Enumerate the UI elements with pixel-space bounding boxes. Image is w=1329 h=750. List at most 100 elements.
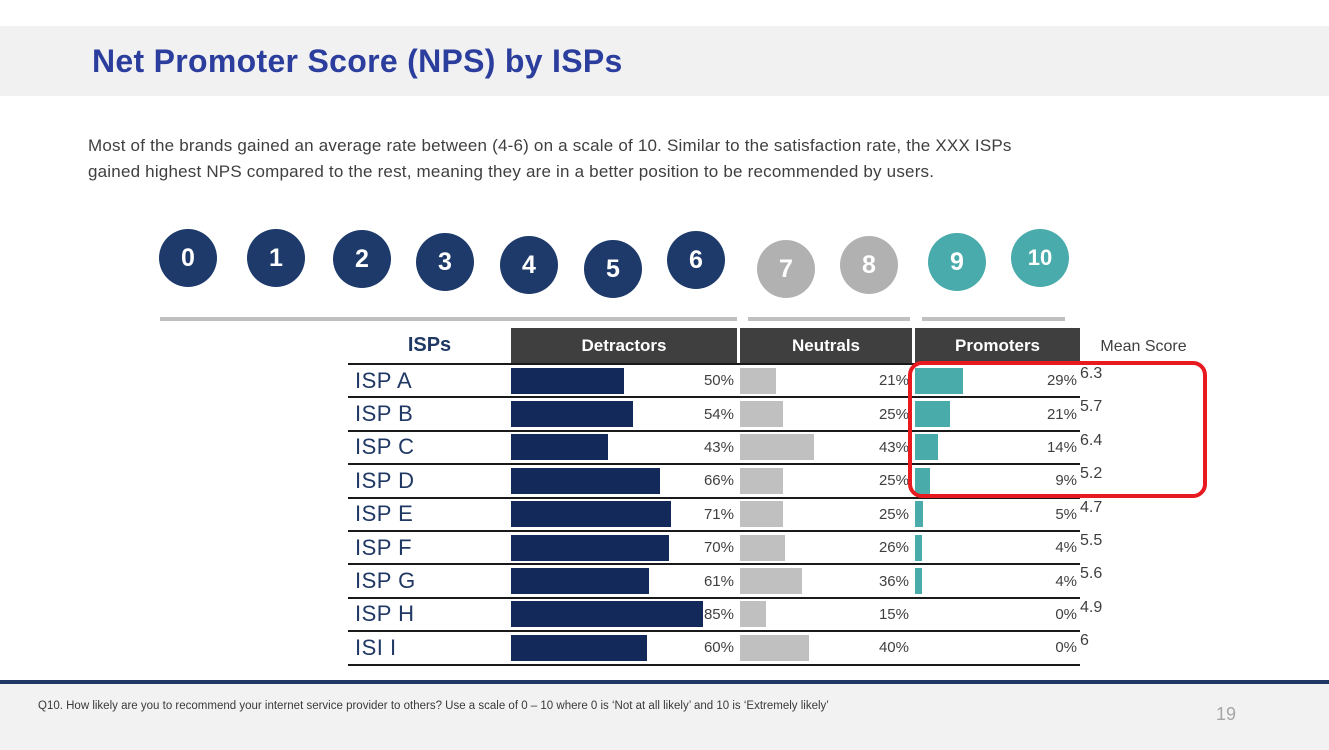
promoters-bar xyxy=(915,534,922,561)
promoters-value: 4% xyxy=(1055,572,1077,590)
table-row: ISP B 54% 25% 21% 5.7 xyxy=(348,398,1207,432)
neutrals-value: 25% xyxy=(878,405,909,423)
promoters-value: 29% xyxy=(1046,372,1077,390)
scale-circle-9: 9 xyxy=(928,233,986,291)
scale-circle-2: 2 xyxy=(333,230,391,288)
promoters-bar xyxy=(915,367,963,394)
isp-label: ISP E xyxy=(355,501,414,527)
table-row: ISP H 85% 15% 0% 4.9 xyxy=(348,599,1207,633)
neutrals-bar xyxy=(740,434,814,461)
neutrals-bar xyxy=(740,467,783,494)
neutrals-bar xyxy=(740,501,783,528)
scale-circle-8: 8 xyxy=(840,236,898,294)
scale-circle-label: 1 xyxy=(269,243,283,272)
header-mean-score: Mean Score xyxy=(1100,337,1187,355)
detractors-bar xyxy=(511,534,670,561)
divider-promoters xyxy=(922,317,1065,321)
table-row: ISP C 43% 43% 14% 6.4 xyxy=(348,431,1207,466)
scale-circle-label: 6 xyxy=(689,245,703,274)
neutrals-value: 40% xyxy=(878,639,909,657)
promoters-bar xyxy=(915,434,939,461)
detractors-value: 50% xyxy=(703,372,734,390)
table-row: ISP A 50% 21% 29% 6.3 xyxy=(348,365,1207,399)
scale-circle-label: 7 xyxy=(779,254,793,283)
promoters-bar xyxy=(915,501,924,528)
title-band: Net Promoter Score (NPS) by ISPs xyxy=(0,26,1329,96)
promoters-value: 21% xyxy=(1046,405,1077,423)
neutrals-bar xyxy=(740,634,809,661)
table-row: ISP F 70% 26% 4% 5.5 xyxy=(348,531,1207,566)
promoters-value: 0% xyxy=(1055,605,1077,623)
promoters-value: 9% xyxy=(1055,472,1077,490)
scale-circle-0: 0 xyxy=(159,229,217,287)
divider-detractors xyxy=(160,317,737,321)
scale-circle-label: 3 xyxy=(438,247,452,276)
detractors-bar xyxy=(511,501,672,528)
isp-label: ISP F xyxy=(355,534,413,560)
header-promoters: Promoters xyxy=(915,328,1080,365)
isp-label: ISP C xyxy=(355,434,415,460)
footer-divider xyxy=(0,680,1329,684)
nps-table: ISPs Detractors Neutrals Promoters Mean … xyxy=(348,328,1207,666)
promoters-value: 14% xyxy=(1046,438,1077,456)
scale-circle-label: 9 xyxy=(950,247,964,276)
mean-score-value: 6.3 xyxy=(1080,365,1103,382)
detractors-bar xyxy=(511,467,661,494)
scale-circle-6: 6 xyxy=(667,231,725,289)
divider-neutrals xyxy=(748,317,910,321)
scale-circle-1: 1 xyxy=(247,229,305,287)
table-row: ISI I 60% 40% 0% 6 xyxy=(348,632,1207,666)
neutrals-value: 15% xyxy=(878,605,909,623)
isp-label: ISP B xyxy=(355,401,414,427)
detractors-bar xyxy=(511,601,704,628)
detractors-value: 61% xyxy=(703,572,734,590)
scale-circle-10: 10 xyxy=(1011,229,1069,287)
intro-line-1: Most of the brands gained an average rat… xyxy=(88,136,1012,155)
mean-score-value: 6 xyxy=(1080,632,1089,650)
detractors-bar xyxy=(511,568,649,595)
column-gap xyxy=(737,328,740,365)
neutrals-bar xyxy=(740,367,777,394)
mean-score-value: 5.5 xyxy=(1080,531,1103,549)
mean-score-value: 5.2 xyxy=(1080,465,1103,483)
scale-circle-4: 4 xyxy=(500,236,558,294)
neutrals-value: 26% xyxy=(878,539,909,557)
table-row: ISP G 61% 36% 4% 5.6 xyxy=(348,565,1207,599)
scale-circle-label: 10 xyxy=(1027,245,1053,270)
promoters-bar xyxy=(915,568,922,595)
neutrals-value: 25% xyxy=(878,472,909,490)
scale-circle-label: 0 xyxy=(181,243,195,272)
neutrals-value: 21% xyxy=(878,372,909,390)
promoters-value: 5% xyxy=(1055,505,1077,523)
mean-score-value: 4.7 xyxy=(1080,498,1103,516)
detractors-value: 60% xyxy=(703,639,734,657)
mean-score-value: 6.4 xyxy=(1080,431,1103,449)
header-neutrals: Neutrals xyxy=(740,328,912,365)
intro-text: Most of the brands gained an average rat… xyxy=(88,133,1278,185)
promoters-bar xyxy=(915,401,950,428)
isp-label: ISP G xyxy=(355,568,416,594)
isp-label: ISP H xyxy=(355,601,415,627)
neutrals-bar xyxy=(740,401,783,428)
header-isps: ISPs xyxy=(348,328,511,365)
page-title: Net Promoter Score (NPS) by ISPs xyxy=(92,42,623,79)
isp-label: ISI I xyxy=(355,634,397,660)
scale-circle-label: 5 xyxy=(606,254,620,283)
detractors-bar xyxy=(511,634,647,661)
intro-line-2: gained highest NPS compared to the rest,… xyxy=(88,162,935,181)
detractors-bar xyxy=(511,367,624,394)
detractors-bar xyxy=(511,434,609,461)
table-row: ISP E 71% 25% 5% 4.7 xyxy=(348,499,1207,532)
promoters-value: 0% xyxy=(1055,639,1077,657)
scale-circle-7: 7 xyxy=(757,240,815,298)
header-detractors: Detractors xyxy=(511,328,737,365)
scale-circle-label: 2 xyxy=(355,244,369,273)
detractors-value: 43% xyxy=(703,438,734,456)
scale-circle-5: 5 xyxy=(584,240,642,298)
isp-label: ISP A xyxy=(355,367,413,393)
scale-circle-label: 4 xyxy=(522,250,536,279)
detractors-value: 71% xyxy=(703,505,734,523)
scale-circle-3: 3 xyxy=(416,233,474,291)
table-row: ISP D 66% 25% 9% 5.2 xyxy=(348,465,1207,499)
